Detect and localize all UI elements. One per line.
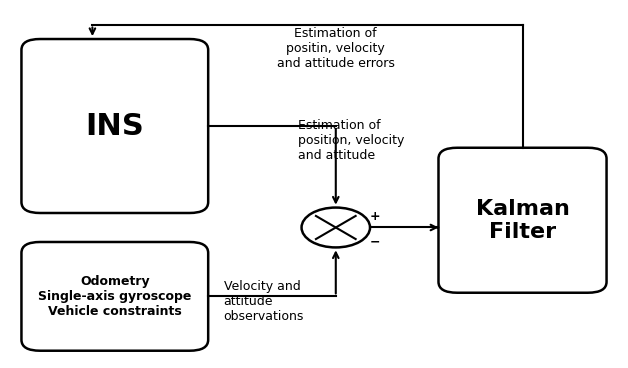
Text: Estimation of
positin, velocity
and attitude errors: Estimation of positin, velocity and atti…: [277, 26, 395, 70]
Text: Velocity and
attitude
observations: Velocity and attitude observations: [224, 280, 304, 323]
Circle shape: [301, 208, 370, 247]
Text: Estimation of
position, velocity
and attitude: Estimation of position, velocity and att…: [298, 119, 405, 162]
Text: Odometry
Single-axis gyroscope
Vehicle constraints: Odometry Single-axis gyroscope Vehicle c…: [38, 275, 192, 318]
Text: Kalman
Filter: Kalman Filter: [475, 199, 570, 242]
FancyBboxPatch shape: [438, 148, 607, 293]
FancyBboxPatch shape: [21, 39, 208, 213]
Text: −: −: [370, 236, 381, 249]
FancyBboxPatch shape: [21, 242, 208, 351]
Text: INS: INS: [85, 112, 144, 141]
Text: +: +: [370, 210, 381, 223]
